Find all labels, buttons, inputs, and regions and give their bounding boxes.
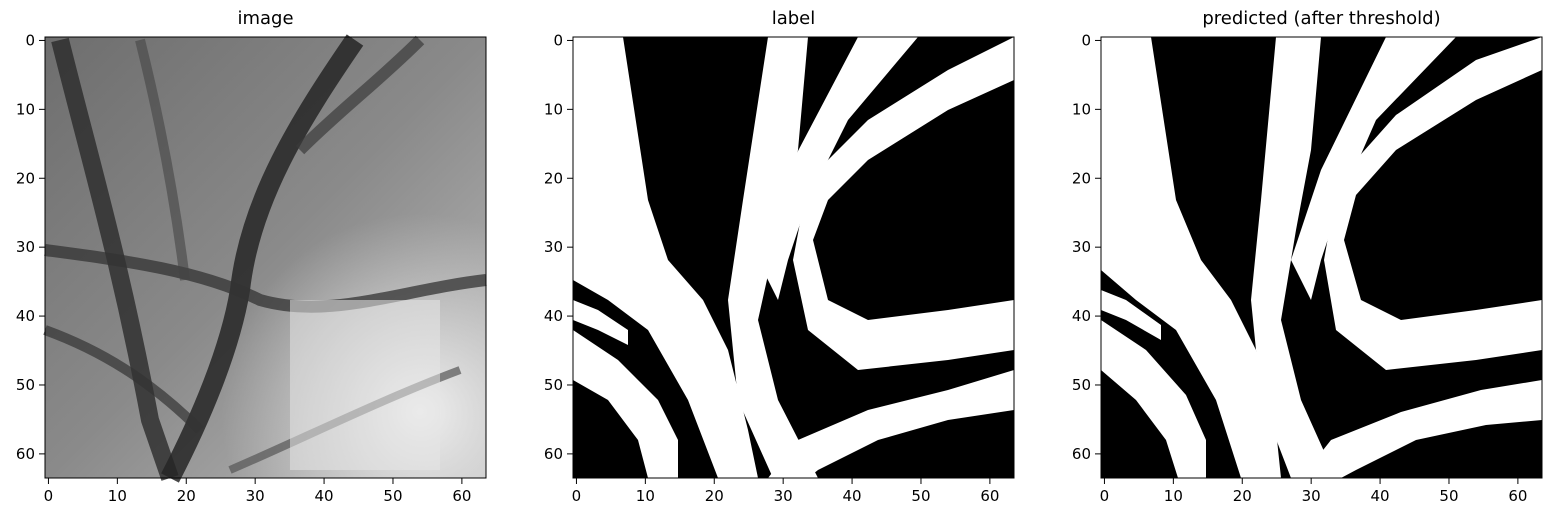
x-tick-label: 50	[1439, 487, 1458, 505]
x-tick-label: 0	[572, 487, 582, 505]
x-tick-label: 10	[636, 487, 655, 505]
x-tick-label: 40	[843, 487, 862, 505]
label-mask	[573, 37, 1014, 478]
y-tick-label: 60	[544, 445, 563, 463]
predicted-plot: 0 10 20 30 40 50 60 0 10 20 30 40 50 60	[1072, 31, 1543, 505]
x-tick-label: 50	[911, 487, 930, 505]
predicted-mask	[1101, 37, 1542, 478]
x-tick-label: 20	[705, 487, 724, 505]
y-tick-label: 10	[1072, 100, 1091, 118]
x-tick-label: 60	[452, 487, 471, 505]
x-tick-label: 50	[383, 487, 402, 505]
x-axis: 0 10 20 30 40 50 60	[44, 478, 471, 505]
x-axis: 0 10 20 30 40 50 60	[572, 478, 999, 505]
y-tick-label: 20	[544, 169, 563, 187]
y-tick-label: 60	[16, 445, 35, 463]
x-tick-label: 30	[1302, 487, 1321, 505]
grayscale-image	[43, 34, 487, 483]
y-tick-label: 60	[1072, 445, 1091, 463]
image-plot: 0 10 20 30 40 50 60 0 10 20 30 40 50 60	[16, 31, 487, 505]
x-tick-label: 40	[1371, 487, 1390, 505]
x-tick-label: 0	[1100, 487, 1110, 505]
y-tick-label: 0	[25, 31, 35, 49]
label-plot: 0 10 20 30 40 50 60 0 10 20 30 40 50 60	[544, 31, 1015, 505]
x-tick-label: 20	[177, 487, 196, 505]
x-tick-label: 30	[774, 487, 793, 505]
y-tick-label: 40	[16, 307, 35, 325]
panel-label: label 0 10 20 30 40 50 60 0 10 20 30 40 50 60	[544, 8, 1015, 505]
y-tick-label: 30	[544, 238, 563, 256]
y-tick-label: 50	[16, 376, 35, 394]
x-tick-label: 0	[44, 487, 54, 505]
y-tick-label: 30	[16, 238, 35, 256]
y-tick-label: 50	[1072, 376, 1091, 394]
y-axis: 0 10 20 30 40 50 60	[544, 31, 573, 463]
y-tick-label: 10	[16, 100, 35, 118]
x-tick-label: 10	[1164, 487, 1183, 505]
y-axis: 0 10 20 30 40 50 60	[1072, 31, 1101, 463]
y-tick-label: 20	[1072, 169, 1091, 187]
panel-title: predicted (after threshold)	[1202, 8, 1441, 29]
y-tick-label: 10	[544, 100, 563, 118]
x-tick-label: 20	[1233, 487, 1252, 505]
x-tick-label: 60	[1508, 487, 1527, 505]
y-axis: 0 10 20 30 40 50 60	[16, 31, 45, 463]
x-tick-label: 40	[315, 487, 334, 505]
y-tick-label: 0	[553, 31, 563, 49]
y-tick-label: 50	[544, 376, 563, 394]
panel-title: label	[771, 8, 816, 29]
x-axis: 0 10 20 30 40 50 60	[1100, 478, 1527, 505]
x-tick-label: 60	[980, 487, 999, 505]
panel-title: image	[237, 8, 294, 29]
plot-frame	[1100, 36, 1543, 479]
y-tick-label: 40	[1072, 307, 1091, 325]
x-tick-label: 30	[246, 487, 265, 505]
x-tick-label: 10	[108, 487, 127, 505]
y-tick-label: 40	[544, 307, 563, 325]
y-tick-label: 0	[1081, 31, 1091, 49]
y-tick-label: 30	[1072, 238, 1091, 256]
panel-image: image	[0, 0, 520, 517]
plot-frame	[44, 36, 487, 479]
plot-frame	[572, 36, 1015, 479]
y-tick-label: 20	[16, 169, 35, 187]
